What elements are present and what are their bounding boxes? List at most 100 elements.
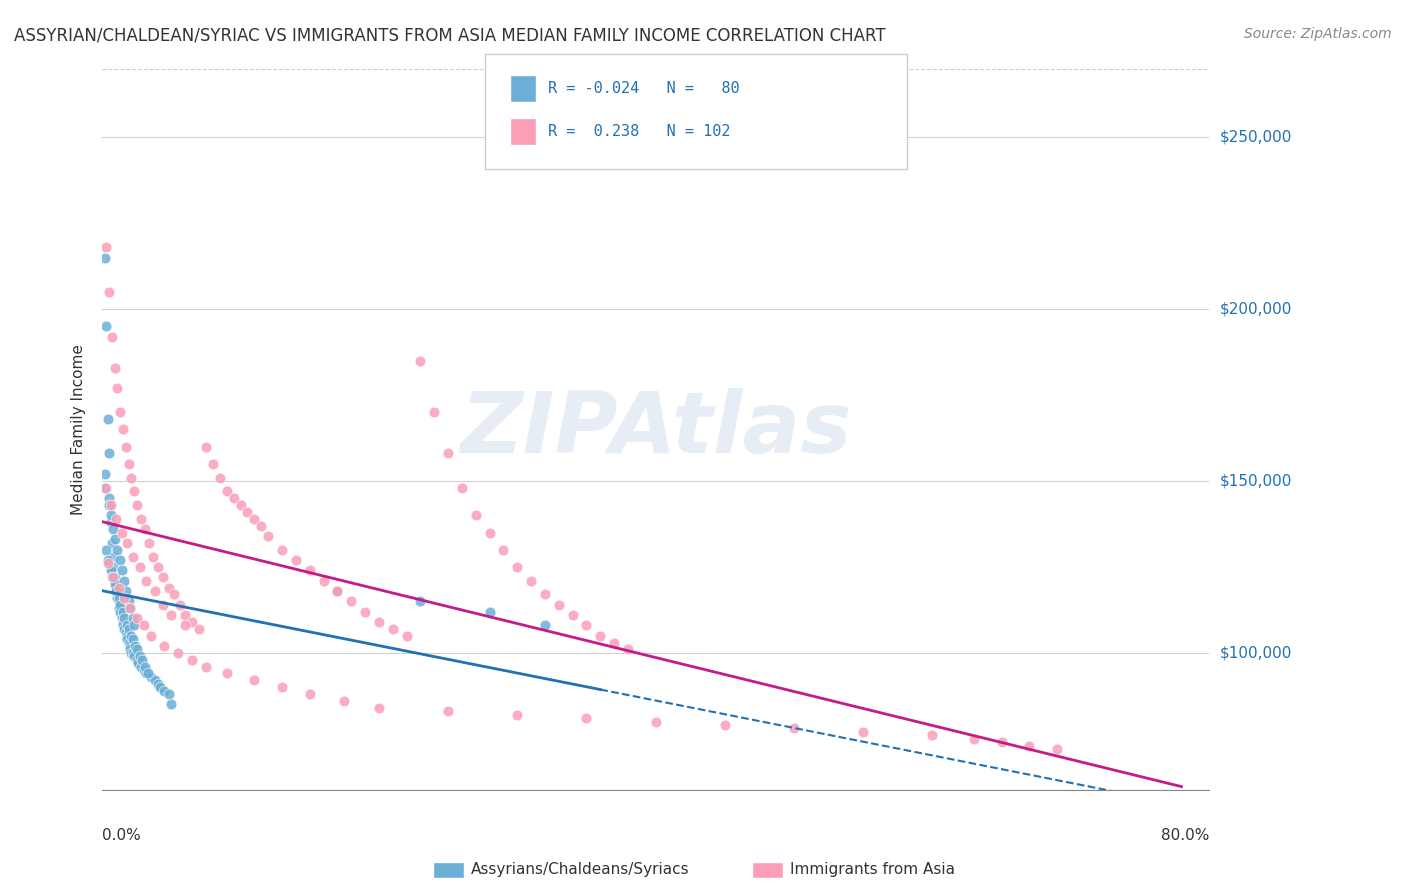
Point (135, 574, 157, 588)
Point (100, 508, 122, 523)
Point (201, 457, 224, 471)
Point (104, 360, 127, 375)
Point (120, 646, 142, 660)
Point (94, 251, 117, 265)
Point (271, 542, 294, 557)
Point (152, 570, 174, 584)
Point (115, 632, 138, 646)
Point (96, 542, 118, 557)
Point (1046, 742, 1069, 756)
Point (105, 584, 128, 599)
Point (547, 598, 569, 612)
Point (111, 422, 134, 436)
Point (215, 484, 238, 499)
Point (111, 605, 134, 619)
Point (98, 285, 121, 299)
Point (575, 711, 598, 725)
Point (326, 584, 349, 599)
Point (368, 615, 391, 629)
Point (94, 481, 117, 495)
Point (534, 587, 557, 601)
Text: 0.0%: 0.0% (103, 828, 141, 843)
Point (114, 584, 136, 599)
Point (100, 498, 122, 512)
Point (157, 581, 180, 595)
Point (312, 574, 335, 588)
Point (94, 467, 117, 482)
Point (112, 574, 135, 588)
Point (125, 642, 148, 657)
Text: 80.0%: 80.0% (1161, 828, 1209, 843)
Point (103, 522, 125, 536)
Point (990, 735, 1012, 749)
Point (222, 491, 245, 505)
Point (714, 718, 737, 732)
Point (117, 457, 139, 471)
Point (114, 625, 136, 640)
Point (167, 646, 190, 660)
Point (464, 508, 486, 523)
Point (243, 673, 266, 688)
Text: R = -0.024   N =   80: R = -0.024 N = 80 (548, 81, 740, 95)
Point (112, 591, 135, 605)
Point (134, 659, 156, 673)
Point (326, 584, 349, 599)
Point (478, 525, 501, 540)
Point (118, 601, 141, 615)
Point (114, 440, 136, 454)
Point (409, 594, 432, 608)
Point (120, 629, 142, 643)
Point (108, 581, 131, 595)
Point (561, 608, 583, 623)
Point (506, 560, 529, 574)
Point (395, 629, 418, 643)
Point (195, 659, 218, 673)
Point (852, 725, 875, 739)
Point (163, 587, 186, 601)
Point (644, 714, 666, 729)
Point (603, 635, 626, 649)
Point (149, 680, 172, 694)
Point (124, 639, 146, 653)
Point (139, 629, 162, 643)
Point (534, 618, 557, 632)
Point (368, 701, 391, 715)
Point (96, 481, 118, 495)
Point (96, 319, 118, 334)
Point (100, 563, 122, 577)
Text: Assyrians/Chaldeans/Syriacs: Assyrians/Chaldeans/Syriacs (471, 863, 689, 877)
Point (134, 522, 156, 536)
Text: $200,000: $200,000 (1220, 301, 1292, 317)
Point (229, 498, 252, 512)
Point (117, 635, 139, 649)
Text: Source: ZipAtlas.com: Source: ZipAtlas.com (1244, 27, 1392, 41)
Point (129, 659, 152, 673)
Point (117, 622, 139, 636)
Point (118, 639, 141, 653)
Point (103, 560, 125, 574)
Point (169, 598, 191, 612)
Point (121, 646, 143, 660)
Point (110, 525, 132, 540)
Point (118, 601, 141, 615)
Point (107, 381, 129, 395)
Point (243, 512, 266, 526)
Point (195, 440, 218, 454)
Point (1018, 739, 1040, 753)
Point (208, 470, 231, 484)
Point (108, 553, 131, 567)
Point (963, 731, 986, 746)
Point (139, 670, 162, 684)
Point (284, 553, 307, 567)
Point (520, 574, 543, 588)
Point (125, 653, 148, 667)
Point (101, 329, 124, 343)
Text: $150,000: $150,000 (1220, 474, 1292, 489)
Point (97, 557, 120, 571)
Point (121, 549, 143, 564)
Point (107, 542, 129, 557)
Point (409, 353, 432, 368)
Point (104, 577, 127, 591)
Point (589, 629, 612, 643)
Point (153, 639, 176, 653)
